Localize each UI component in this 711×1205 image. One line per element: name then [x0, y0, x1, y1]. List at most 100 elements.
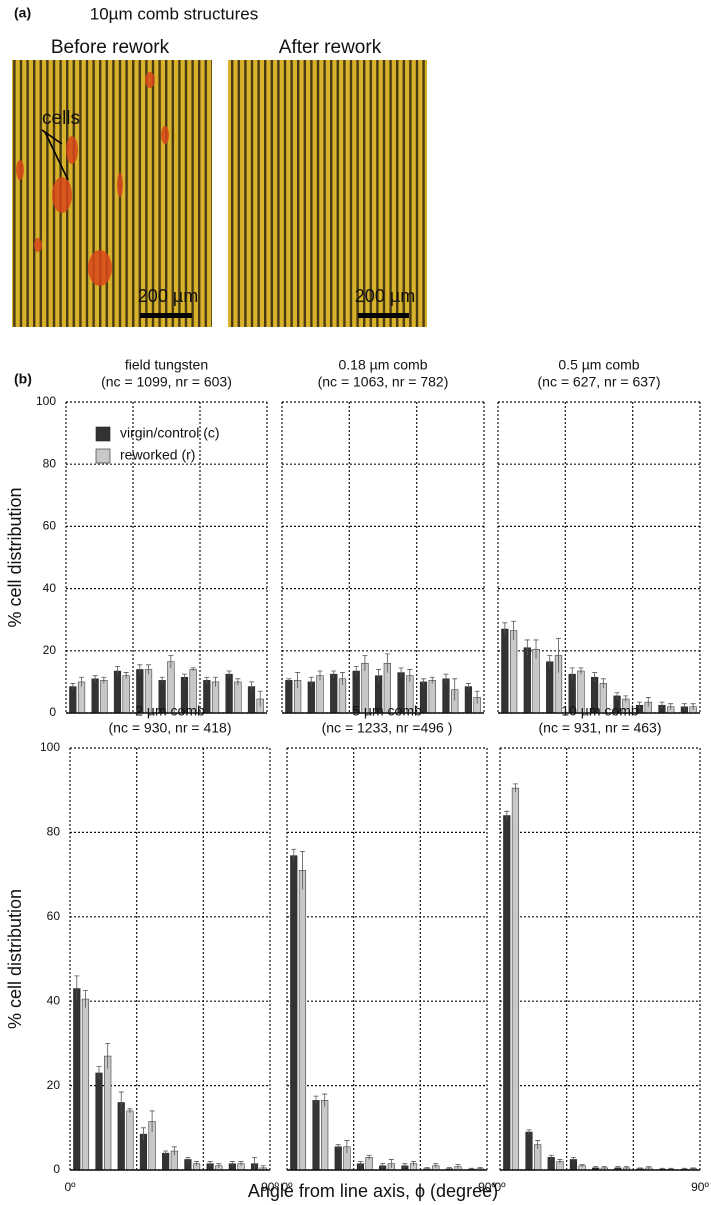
chart-title: 5 µm comb — [352, 703, 422, 719]
y-axis-label: % cell distribution — [5, 889, 25, 1029]
bar — [95, 1072, 103, 1171]
error-bar — [614, 692, 620, 700]
error-bar — [429, 676, 435, 684]
error-bar — [452, 678, 458, 701]
bar — [69, 686, 77, 714]
error-bar — [547, 655, 553, 668]
error-bar — [465, 683, 471, 690]
x-tick-label: 0º — [64, 1180, 76, 1194]
y-tick-label: 20 — [43, 643, 57, 657]
error-bar — [74, 975, 80, 1002]
bar — [290, 855, 298, 1171]
error-bar — [299, 850, 305, 890]
error-bar — [380, 1163, 386, 1168]
error-bar — [252, 1156, 258, 1170]
bar — [316, 675, 324, 714]
error-bar — [105, 1043, 111, 1069]
chart-title: 2 µm comb — [135, 703, 205, 719]
y-tick-label: 0 — [49, 705, 56, 719]
panel-label: (a) — [14, 5, 31, 21]
error-bar — [79, 676, 85, 687]
error-bar — [421, 678, 427, 686]
y-tick-label: 40 — [43, 581, 57, 595]
error-bar — [526, 1129, 532, 1135]
error-bar — [411, 1161, 417, 1166]
error-bar — [308, 676, 314, 687]
error-bar — [317, 670, 323, 681]
error-bar — [548, 1154, 554, 1160]
error-bar — [600, 678, 606, 689]
error-bar — [163, 1150, 169, 1156]
error-bar — [344, 1140, 350, 1154]
bar — [532, 648, 540, 714]
error-bar — [615, 1166, 621, 1170]
annotation: cells — [42, 108, 80, 129]
x-tick-label: 0º — [281, 1180, 293, 1194]
bar — [334, 1146, 342, 1171]
error-bar — [96, 1066, 102, 1080]
chart-title: 10 µm comb — [561, 703, 639, 719]
scale-label: 200 µm — [138, 286, 198, 306]
bar — [330, 673, 338, 714]
chart-subtitle: (nc = 1099, nr = 603) — [101, 374, 232, 390]
y-tick-label: 60 — [43, 519, 57, 533]
bar — [321, 1100, 329, 1171]
error-bar — [384, 653, 390, 673]
panel-label: (b) — [14, 371, 32, 387]
error-bar — [512, 783, 518, 793]
error-bar — [118, 1091, 124, 1114]
error-bar — [570, 1156, 576, 1162]
bar — [464, 686, 473, 714]
micrograph — [228, 60, 427, 327]
bar — [503, 815, 511, 1171]
error-bar — [569, 667, 575, 681]
error-bar — [207, 1161, 213, 1166]
bar — [104, 1055, 112, 1171]
error-bar — [216, 1163, 222, 1168]
error-bar — [376, 669, 382, 682]
error-bar — [443, 673, 449, 684]
error-bar — [190, 667, 196, 672]
bar — [234, 681, 242, 714]
bar — [298, 870, 307, 1171]
error-bar — [213, 676, 219, 687]
x-tick-label: 0º — [494, 1180, 506, 1194]
error-bar — [668, 703, 674, 710]
bar — [525, 1131, 533, 1171]
scale-bar — [358, 313, 409, 318]
error-bar — [146, 664, 152, 675]
bar — [509, 630, 518, 714]
error-bar — [504, 810, 510, 820]
error-bar — [137, 664, 143, 675]
error-bar — [181, 673, 187, 681]
error-bar — [407, 669, 413, 682]
error-bar — [533, 639, 539, 659]
image-title: After rework — [279, 37, 382, 58]
scale-label: 200 µm — [355, 286, 415, 306]
error-bar — [101, 676, 107, 684]
x-tick-label: 90º — [691, 1180, 709, 1194]
error-bar — [388, 1159, 394, 1168]
error-bar — [235, 678, 241, 686]
y-axis-label: % cell distribution — [5, 487, 25, 627]
bar — [442, 678, 450, 714]
legend-label: virgin/control (c) — [120, 425, 220, 441]
bar — [81, 998, 90, 1171]
error-bar — [114, 665, 120, 676]
error-bar — [623, 695, 629, 703]
error-bar — [511, 620, 517, 640]
y-tick-label: 40 — [47, 993, 61, 1007]
error-bar — [578, 667, 584, 675]
error-bar — [70, 683, 76, 690]
error-bar — [690, 703, 696, 710]
error-bar — [140, 1127, 146, 1141]
error-bar — [257, 690, 263, 707]
bar — [546, 661, 554, 714]
bar — [523, 647, 531, 714]
error-bar — [204, 676, 210, 684]
error-bar — [171, 1146, 177, 1156]
error-bar — [339, 672, 345, 686]
error-bar — [322, 1093, 328, 1107]
error-bar — [646, 1166, 652, 1170]
